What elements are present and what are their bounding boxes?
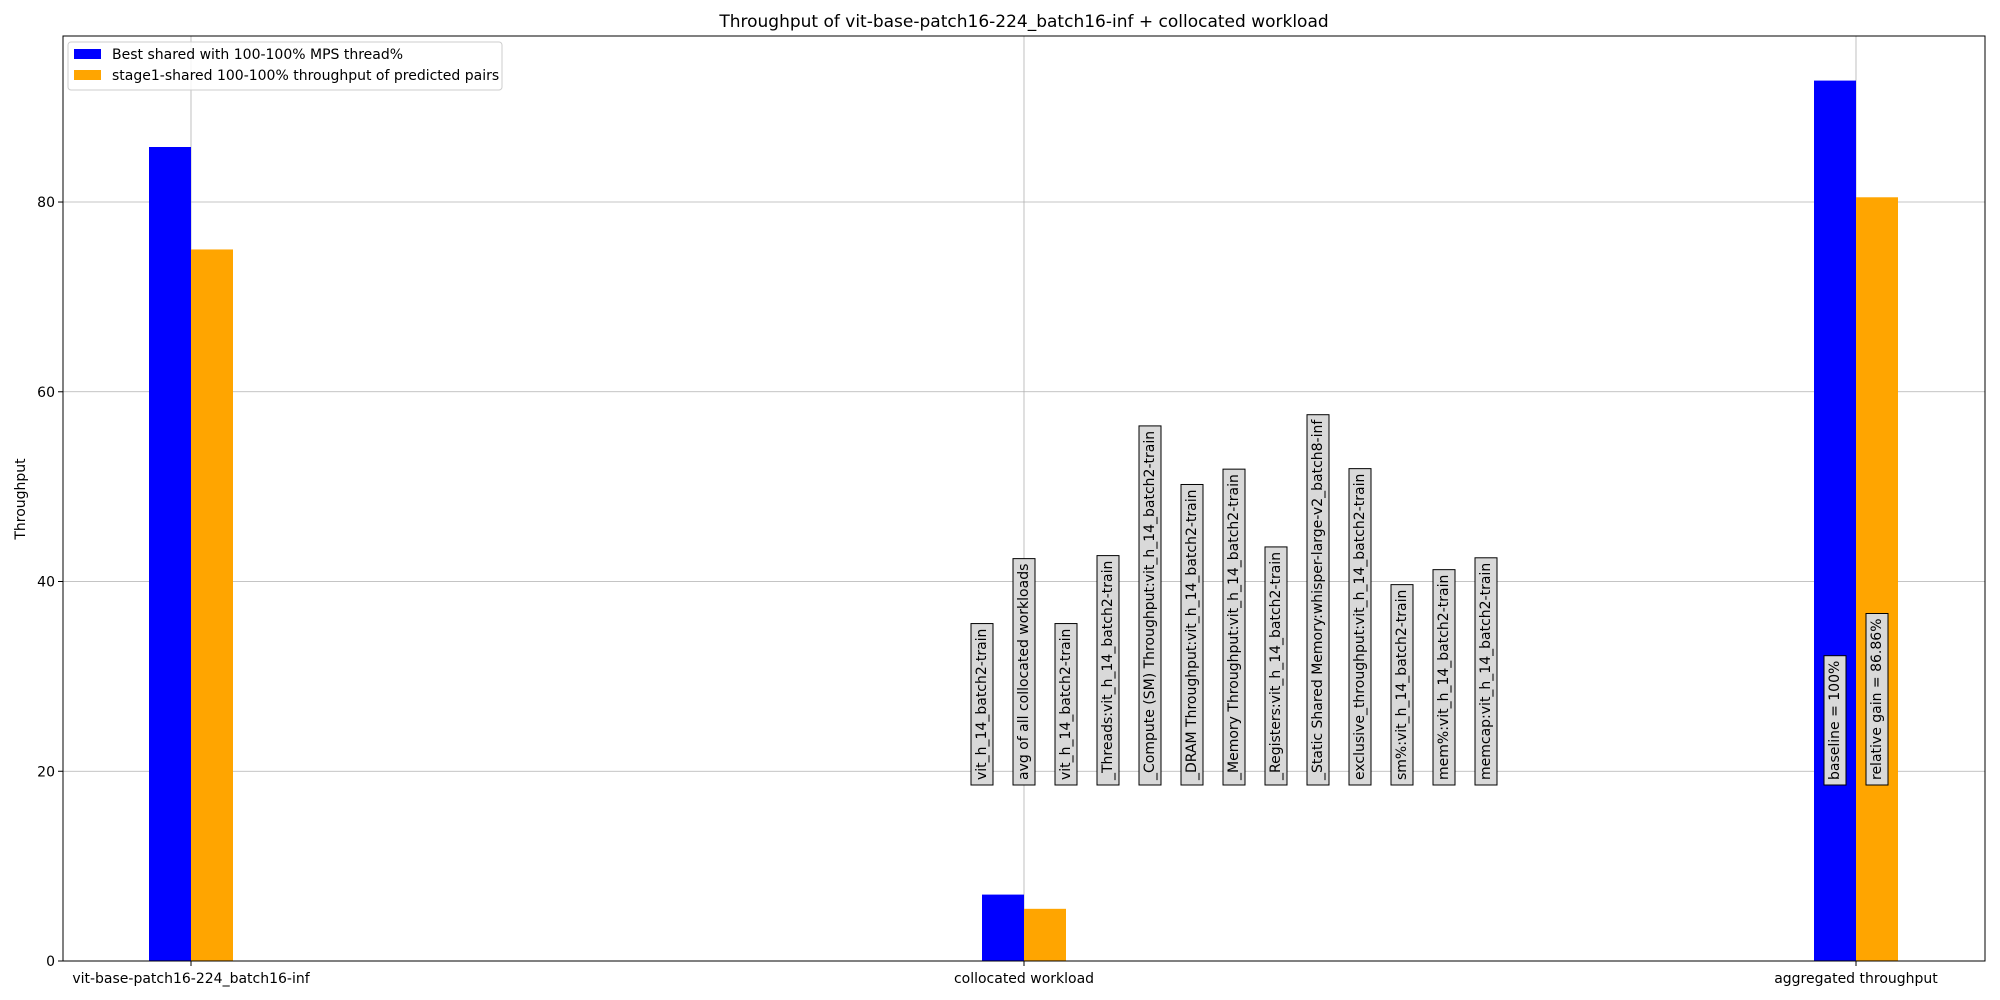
bar-stage1-shared [1024,908,1066,961]
annotation-text: _Compute (SM) Throughput:vit_h_14_batch2… [1142,431,1158,781]
bar-best-shared [1814,80,1856,962]
annotation-box [1865,613,1889,786]
annotation-label: sm%:vit_h_14_batch2-train [1390,584,1414,786]
annotation-text: baseline = 100% [1827,661,1843,780]
annotation-box [1012,558,1036,786]
annotation-text: avg of all collocated workloads [1016,564,1032,780]
y-tick-label: 20 [37,764,55,780]
annotation-text: _Memory Throughput:vit_h_14_batch2-train [1226,474,1242,781]
annotation-text: _Threads:vit_h_14_batch2-train [1100,561,1116,781]
y-tick-label: 80 [37,195,55,211]
legend-swatch-best-shared [74,49,101,59]
annotation-box [970,623,994,786]
annotation-label: relative gain = 86.86% [1865,613,1889,786]
x-tick-label: aggregated throughput [1774,971,1938,987]
annotation-box [1264,546,1288,786]
y-tick-label: 60 [37,385,55,401]
annotation-label: avg of all collocated workloads [1012,558,1036,786]
annotation-text: _Static Shared Memory:whisper-large-v2_b… [1310,419,1326,781]
annotation-box [1474,557,1498,786]
bar-best-shared [982,894,1024,961]
legend-box [67,41,503,91]
annotation-label: vit_h_14_batch2-train [970,623,994,786]
y-tick-label: 40 [37,575,55,591]
chart-title: Throughput of vit-base-patch16-224_batch… [718,12,1328,32]
axis-ticks: 0 20 40 60 80 vit-base-patch16-224_batch16-in… [37,195,1938,987]
bar-stage1-shared [1856,197,1898,962]
bar-stage1-shared [191,249,233,961]
annotation-text: exclusive_throughput:vit_h_14_batch2-tra… [1352,474,1368,780]
annotation-text: vit_h_14_batch2-train [974,629,990,780]
annotation-box [1054,623,1078,786]
annotation-box [1348,468,1372,786]
annotation-box [1096,555,1120,786]
annotation-text: _DRAM Throughput:vit_h_14_batch2-train [1184,489,1200,781]
annotation-box [1138,425,1162,786]
annotation-box [1823,655,1847,786]
legend: Best shared with 100-100% MPS thread% st… [67,41,503,91]
annotation-box [1306,414,1330,786]
annotations: vit_h_14_batch2-train avg of all collocat… [970,414,1889,786]
annotation-label: _Static Shared Memory:whisper-large-v2_b… [1306,414,1330,786]
annotation-box [1180,483,1204,786]
annotation-label: memcap:vit_h_14_batch2-train [1474,557,1498,786]
annotation-box [1222,468,1246,786]
annotation-text: sm%:vit_h_14_batch2-train [1394,590,1410,780]
annotation-text: vit_h_14_batch2-train [1058,629,1074,780]
annotation-box [1432,569,1456,786]
annotation-box [1390,584,1414,786]
annotation-label: _Registers:vit_h_14_batch2-train [1264,546,1288,786]
annotation-label: vit_h_14_batch2-train [1054,623,1078,786]
annotation-label: _Memory Throughput:vit_h_14_batch2-train [1222,468,1246,786]
annotation-text: memcap:vit_h_14_batch2-train [1478,563,1494,780]
annotation-label: _Compute (SM) Throughput:vit_h_14_batch2… [1138,425,1162,786]
bar-best-shared [149,147,191,961]
annotation-label: exclusive_throughput:vit_h_14_batch2-tra… [1348,468,1372,786]
y-axis-label: Throughput [13,458,29,541]
annotation-text: _Registers:vit_h_14_batch2-train [1268,552,1284,781]
x-tick-label: vit-base-patch16-224_batch16-inf [72,971,310,987]
annotation-label: mem%:vit_h_14_batch2-train [1432,569,1456,786]
legend-label-best-shared: Best shared with 100-100% MPS thread% [112,47,403,63]
bars [149,80,1898,962]
x-tick-label: collocated workload [954,971,1094,987]
annotation-label: baseline = 100% [1823,655,1847,786]
annotation-text: relative gain = 86.86% [1869,619,1885,781]
annotation-label: _Threads:vit_h_14_batch2-train [1096,555,1120,786]
legend-swatch-stage1-shared [74,70,101,80]
annotation-text: mem%:vit_h_14_batch2-train [1436,575,1452,780]
annotation-label: _DRAM Throughput:vit_h_14_batch2-train [1180,483,1204,786]
legend-label-stage1-shared: stage1-shared 100-100% throughput of pre… [112,68,499,84]
y-tick-label: 0 [46,954,55,970]
